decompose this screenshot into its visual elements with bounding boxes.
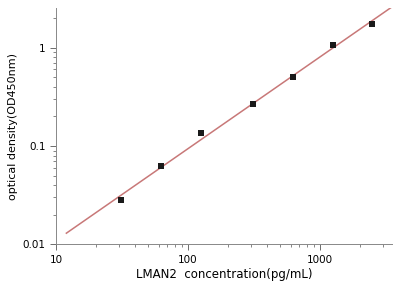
Point: [369, 22, 376, 27]
X-axis label: LMAN2  concentration(pg/mL): LMAN2 concentration(pg/mL): [136, 268, 312, 281]
Point: [158, 164, 164, 169]
Point: [118, 198, 124, 203]
Point: [198, 131, 204, 136]
Point: [250, 101, 256, 106]
Y-axis label: optical density(OD450nm): optical density(OD450nm): [8, 53, 18, 200]
Point: [290, 75, 296, 79]
Point: [330, 43, 336, 47]
